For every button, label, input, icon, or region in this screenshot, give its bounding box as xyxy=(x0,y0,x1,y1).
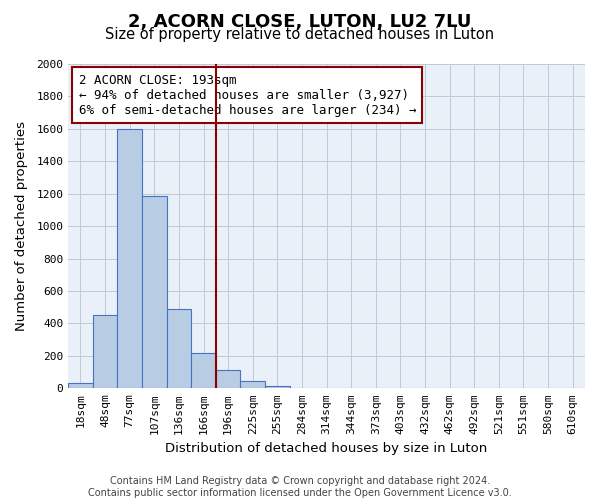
Bar xyxy=(118,129,142,388)
Bar xyxy=(68,382,93,388)
Text: Size of property relative to detached houses in Luton: Size of property relative to detached ho… xyxy=(106,28,494,42)
Text: 2 ACORN CLOSE: 193sqm
← 94% of detached houses are smaller (3,927)
6% of semi-de: 2 ACORN CLOSE: 193sqm ← 94% of detached … xyxy=(79,74,416,116)
Bar xyxy=(142,196,167,388)
Bar xyxy=(216,370,241,388)
Y-axis label: Number of detached properties: Number of detached properties xyxy=(15,121,28,331)
Text: 2, ACORN CLOSE, LUTON, LU2 7LU: 2, ACORN CLOSE, LUTON, LU2 7LU xyxy=(128,12,472,30)
Bar xyxy=(191,354,216,388)
Bar xyxy=(241,381,265,388)
Bar xyxy=(265,386,290,388)
Text: Contains HM Land Registry data © Crown copyright and database right 2024.
Contai: Contains HM Land Registry data © Crown c… xyxy=(88,476,512,498)
X-axis label: Distribution of detached houses by size in Luton: Distribution of detached houses by size … xyxy=(166,442,488,455)
Bar xyxy=(167,309,191,388)
Bar xyxy=(93,314,118,388)
